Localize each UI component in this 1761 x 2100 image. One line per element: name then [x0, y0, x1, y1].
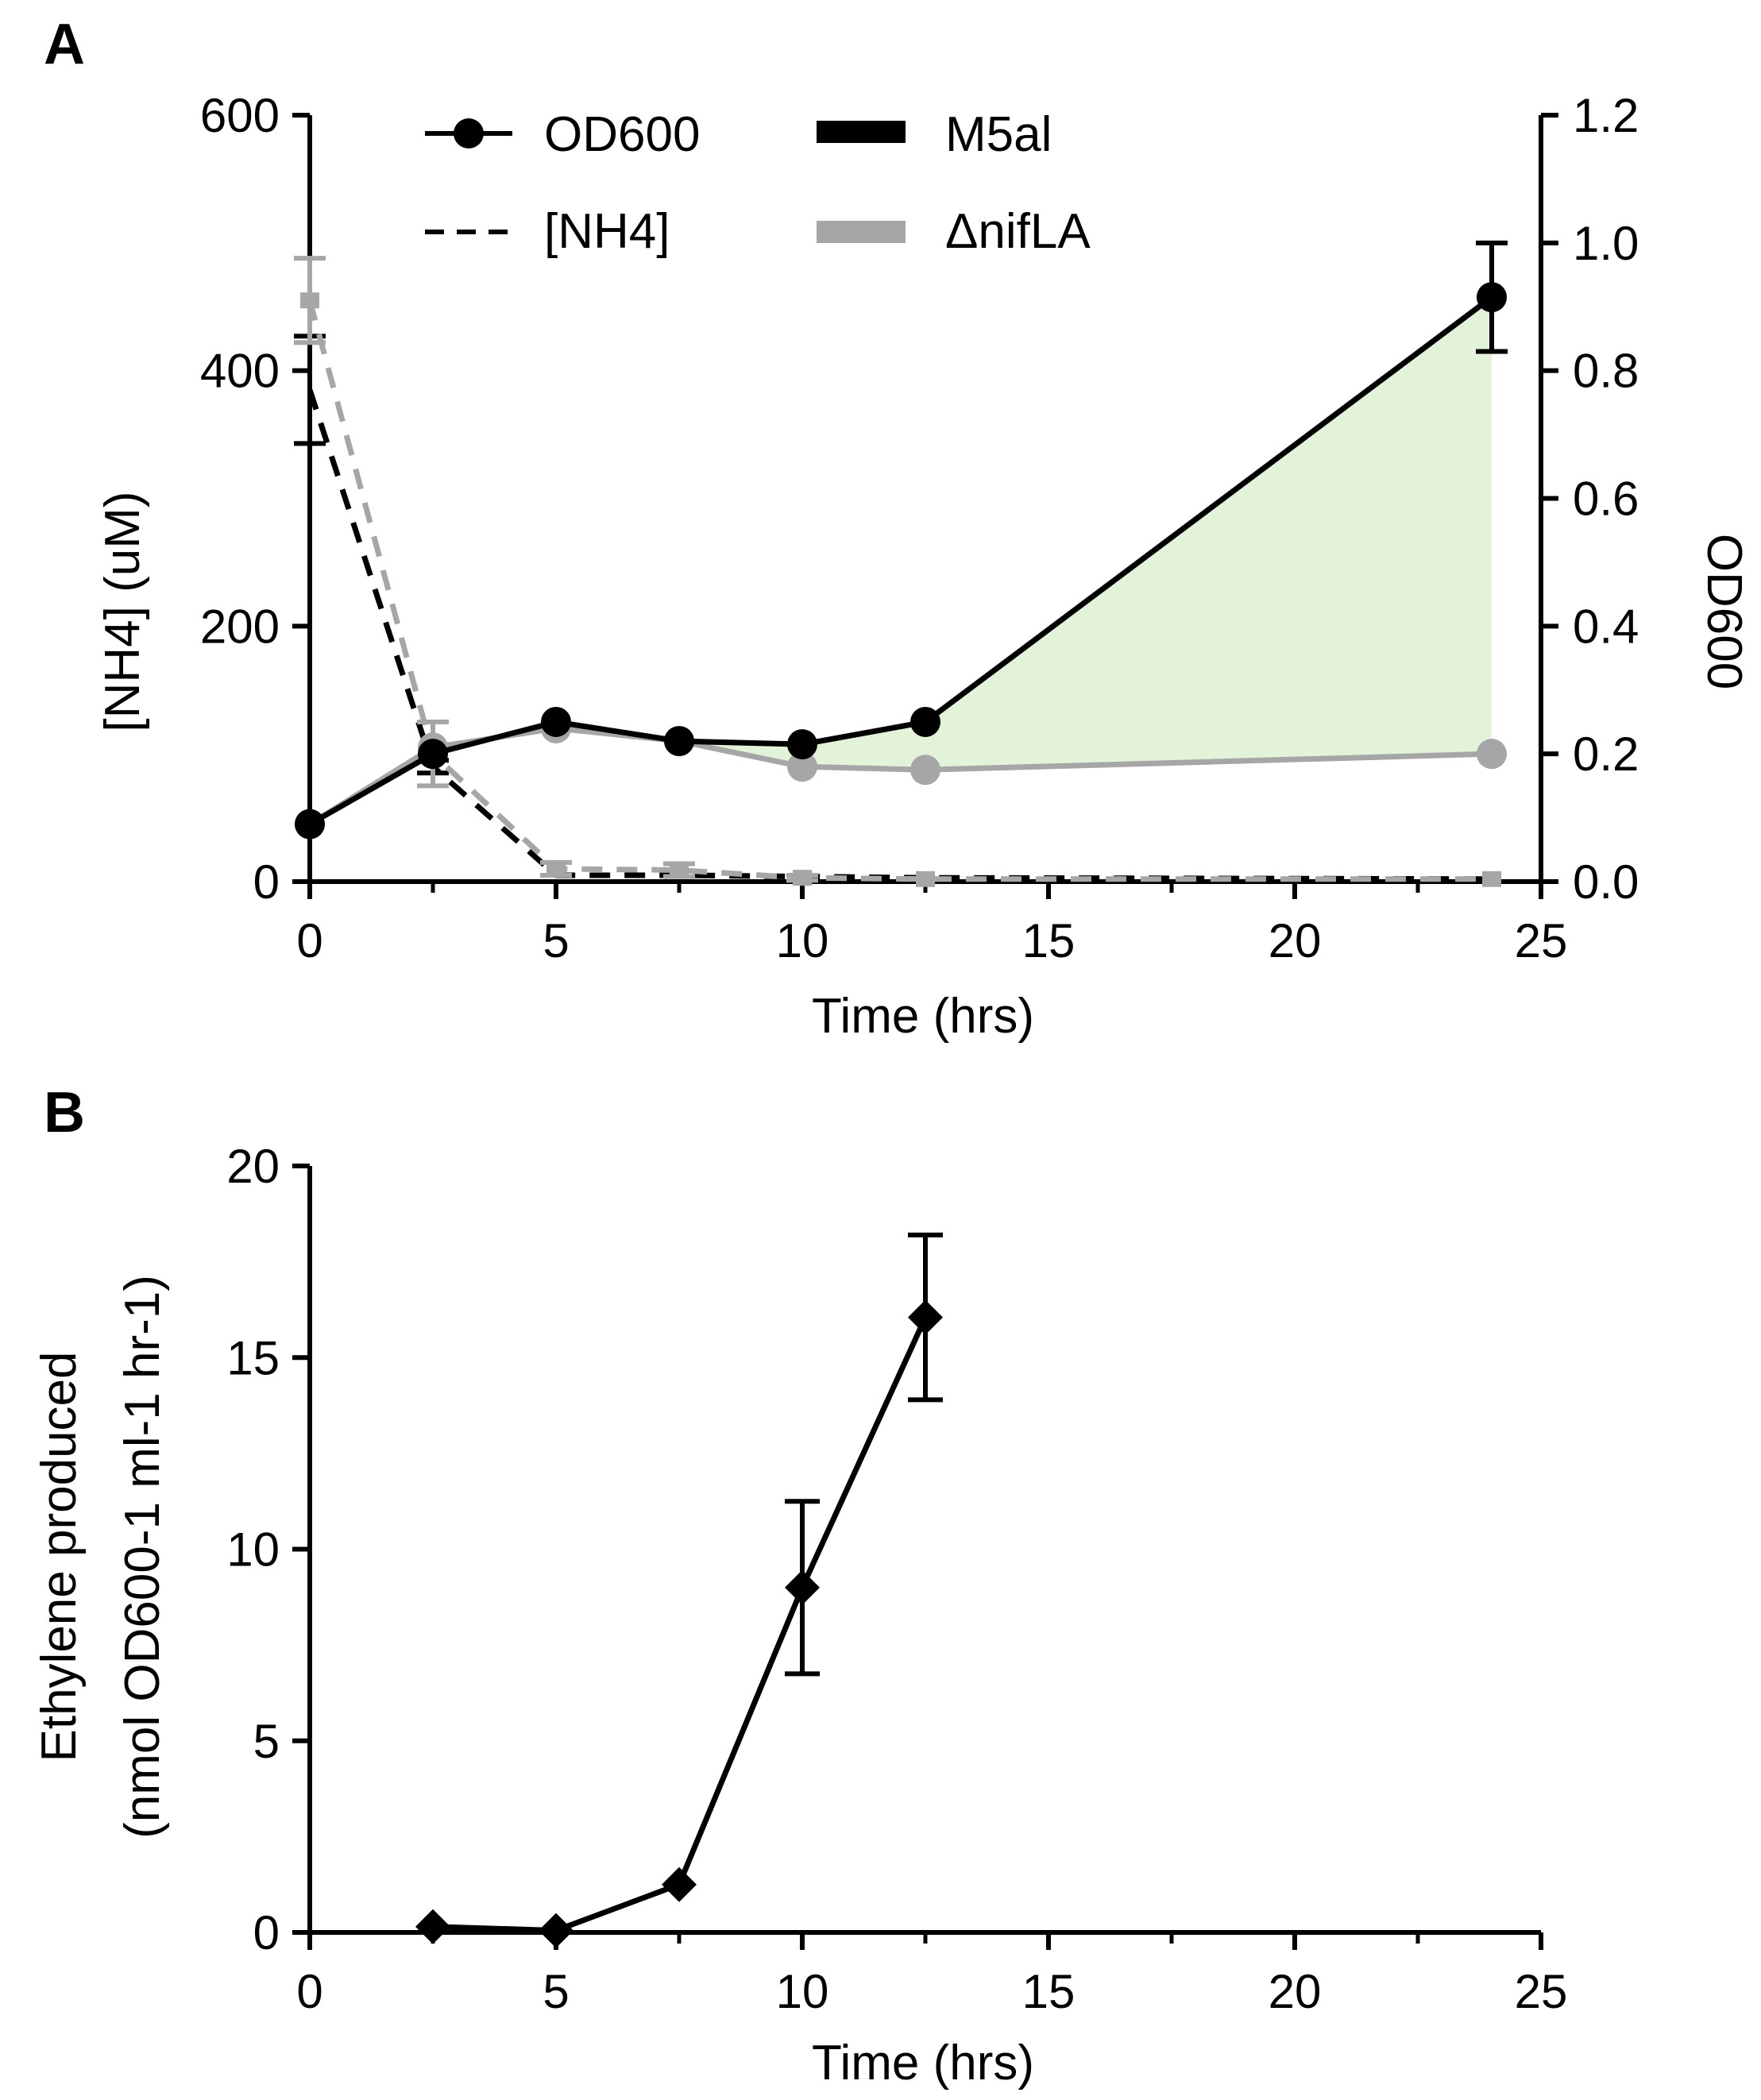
y-right-tick-label: 0.6 [1573, 473, 1639, 526]
x-tick-label: 20 [1269, 1965, 1322, 2018]
x-tick-label: 15 [1022, 1965, 1076, 2018]
nifla-nh4-point [670, 862, 689, 878]
panel-a-axes: 0 5 10 15 20 25 0 200 400 600 0.0 0.2 0.4 0.6 0.8 1.0… [200, 89, 1639, 967]
x-tick-label: 25 [1515, 1965, 1568, 2018]
y-tick-label: 10 [226, 1523, 280, 1577]
x-tick-label: 5 [543, 914, 569, 967]
legend-od-label: OD600 [544, 107, 700, 162]
y-left-tick-label: 200 [200, 600, 280, 653]
legend-od-circle-icon [454, 118, 484, 149]
ethylene-line [432, 1316, 929, 1934]
m5al-od-point [541, 706, 571, 737]
x-ticks: 0 5 10 15 20 25 [296, 1932, 1567, 2018]
y-right-ticks: 0.0 0.2 0.4 0.6 0.8 1.0 1.2 [1541, 89, 1639, 909]
y-right-title-text: OD600 [1697, 534, 1751, 689]
y-left-tick-label: 0 [253, 855, 280, 909]
ethylene-diamond-point [415, 1909, 450, 1944]
y-right-tick-label: 0.2 [1573, 728, 1639, 781]
y-left-axis-title: [NH4] (uM) [95, 491, 150, 732]
x-tick-label: 10 [776, 914, 829, 967]
ethylene-diamond-point [662, 1866, 697, 1902]
nifla-od-point [1477, 739, 1507, 770]
panel-a: A 0 5 10 15 20 25 0 200 400 600 0.0 0.2 0.4 0.6 0.8 1… [44, 13, 1751, 1044]
nifla-od-point [787, 751, 817, 782]
y-right-tick-label: 0.0 [1573, 855, 1639, 909]
panel-b: B 0 5 10 15 20 25 0 5 10 15 20 Time (hrs) Ethylen… [32, 1081, 1567, 2090]
nifla-od-point [910, 755, 940, 786]
m5al-od-point [295, 809, 325, 840]
m5al-od-point [910, 706, 940, 737]
y-right-tick-label: 1.0 [1573, 217, 1639, 270]
y-right-axis-title: OD600 [1697, 534, 1751, 689]
y-right-tick-label: 0.4 [1573, 600, 1639, 653]
y-tick-label: 0 [253, 1906, 280, 1959]
y-left-ticks: 0 200 400 600 [200, 89, 310, 909]
m5al-od-point [1477, 282, 1507, 313]
x-axis-title: Time (hrs) [812, 2036, 1034, 2090]
y-left-tick-label: 400 [200, 345, 280, 398]
legend-m5al-label: M5al [945, 107, 1052, 162]
ethylene-diamond-point [539, 1913, 573, 1948]
legend-nifla-label: ΔnifLA [945, 204, 1091, 259]
ethylene-diamond-point [785, 1569, 820, 1605]
panel-b-letter: B [44, 1081, 85, 1145]
legend: OD600 [NH4] M5al ΔnifLA [425, 107, 1091, 259]
panel-a-letter: A [44, 13, 85, 76]
nifla-nh4-point [300, 292, 319, 309]
nifla-nh4-point [916, 870, 935, 887]
x-tick-label: 0 [296, 1965, 322, 2018]
x-tick-label: 25 [1515, 914, 1568, 967]
difference-fill-polygon [679, 297, 1492, 770]
y-ticks: 0 5 10 15 20 [226, 1140, 310, 1959]
ethylene-diamond-point [908, 1299, 943, 1335]
x-tick-label: 15 [1022, 914, 1076, 967]
nifla-nh4-point [546, 860, 566, 877]
nifla-nh4-point [1482, 870, 1501, 887]
x-ticks: 0 5 10 15 20 25 [296, 882, 1567, 967]
difference-fill-area [679, 297, 1492, 770]
y-right-tick-label: 0.8 [1573, 345, 1639, 398]
nifla-nh4-point [793, 870, 812, 886]
legend-nh4-label: [NH4] [544, 204, 670, 259]
y-tick-label: 5 [253, 1715, 280, 1768]
legend-nifla-swatch [817, 221, 906, 243]
m5al-od-point [787, 729, 817, 760]
y-right-tick-label: 1.2 [1573, 89, 1639, 142]
x-axis-title: Time (hrs) [812, 989, 1034, 1044]
panel-b-series [415, 1232, 943, 1948]
panel-b-axes: 0 5 10 15 20 25 0 5 10 15 20 [226, 1140, 1567, 2018]
m5al-od-point [418, 739, 448, 770]
x-tick-label: 0 [296, 914, 322, 967]
y-axis-title-line1: Ethylene produced [32, 1351, 87, 1762]
y-tick-label: 20 [226, 1140, 280, 1193]
y-left-tick-label: 600 [200, 89, 280, 142]
x-tick-label: 20 [1269, 914, 1322, 967]
m5al-od-point [664, 726, 694, 757]
x-tick-label: 5 [543, 1965, 569, 2018]
legend-m5al-swatch [817, 121, 906, 143]
y-tick-label: 15 [226, 1331, 280, 1384]
y-axis-title-line2: (nmol OD600-1 ml-1 hr-1) [115, 1275, 170, 1839]
y-left-title-text: [NH4] (uM) [95, 491, 150, 732]
panel-a-series [294, 240, 1508, 887]
x-tick-label: 10 [776, 1965, 829, 2018]
